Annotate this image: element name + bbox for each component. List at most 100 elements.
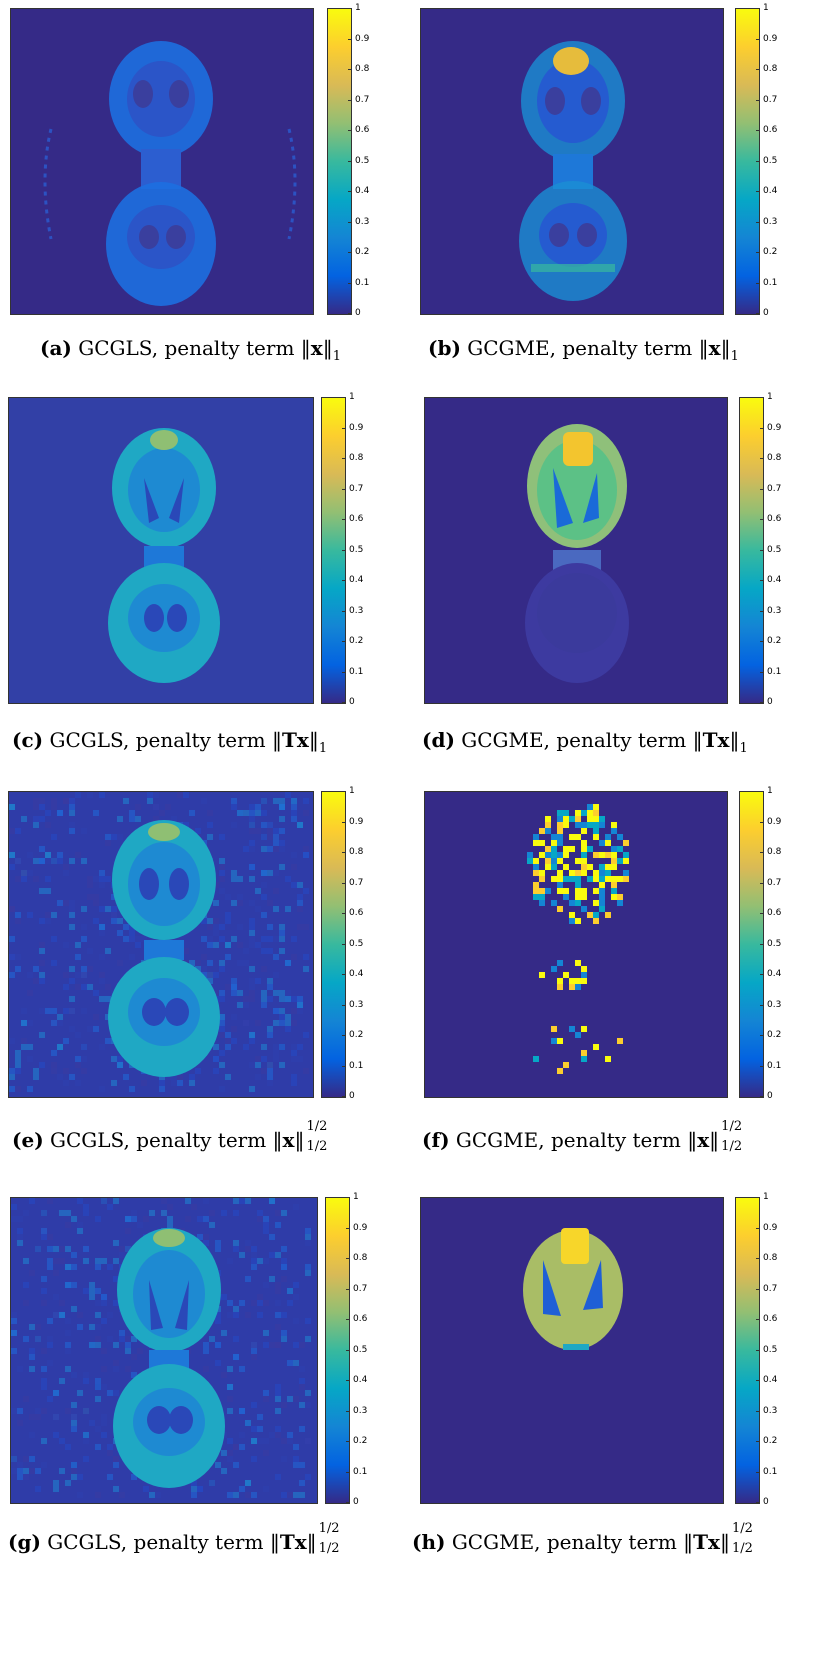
colorbar-tickmark: [342, 883, 346, 884]
colorbar-tick-label-f: 0.1: [767, 1061, 782, 1071]
colorbar-tick-label-f: 0.8: [767, 847, 782, 857]
colorbar-tick-label-e: 0: [349, 1091, 355, 1101]
colorbar-tickmark: [346, 1411, 350, 1412]
colorbar-tick-label-e: 1: [349, 786, 355, 796]
colorbar-tickmark: [348, 191, 352, 192]
colorbar-tick-label-b: 0.8: [763, 64, 778, 74]
colorbar-tick-label-d: 0.4: [767, 575, 782, 585]
caption-g: (g) GCGLS, penalty term ‖Tx‖ 1/2 1/2: [8, 1521, 340, 1556]
colorbar-tickmark: [760, 641, 764, 642]
colorbar-tick-label-c: 0.9: [349, 423, 364, 433]
colorbar-tickmark: [760, 1005, 764, 1006]
colorbar-tick-label-b: 0.1: [763, 278, 778, 288]
colorbar-tick-label-b: 0: [763, 308, 769, 318]
colorbar-tick-label-h: 0: [763, 1497, 769, 1507]
colorbar-tick-label-h: 0.4: [763, 1375, 778, 1385]
colorbar-tickmark: [346, 1380, 350, 1381]
colorbar-tick-label-a: 0.3: [355, 217, 370, 227]
colorbar-tickmark: [346, 1472, 350, 1473]
colorbar-tick-label-h: 0.9: [763, 1223, 778, 1233]
colorbar-tick-label-e: 0.9: [349, 817, 364, 827]
colorbar-tick-label-a: 0.7: [355, 95, 370, 105]
colorbar-tickmark: [348, 39, 352, 40]
colorbar-tick-label-c: 1: [349, 392, 355, 402]
colorbar-tick-label-d: 0: [767, 697, 773, 707]
colorbar-tickmark: [756, 222, 760, 223]
colorbar-tick-label-e: 0.4: [349, 969, 364, 979]
colorbar-tickmark: [756, 1319, 760, 1320]
colorbar-tickmark: [342, 791, 346, 792]
colorbar-tick-label-e: 0.6: [349, 908, 364, 918]
colorbar-tick-label-d: 0.5: [767, 545, 782, 555]
colorbar-g: [325, 1197, 350, 1504]
caption-a: (a) GCGLS, penalty term ‖x‖1: [40, 336, 341, 364]
colorbar-tick-label-h: 0.6: [763, 1314, 778, 1324]
colorbar-tickmark: [756, 1258, 760, 1259]
colorbar-tickmark: [342, 702, 346, 703]
colorbar-tick-label-h: 0.8: [763, 1253, 778, 1263]
colorbar-tick-label-h: 0.3: [763, 1406, 778, 1416]
colorbar-tick-label-d: 0.6: [767, 514, 782, 524]
colorbar-tick-label-e: 0.7: [349, 878, 364, 888]
colorbar-tick-label-e: 0.2: [349, 1030, 364, 1040]
colorbar-tick-label-f: 0.7: [767, 878, 782, 888]
colorbar-tickmark: [346, 1319, 350, 1320]
colorbar-tick-label-g: 0.6: [353, 1314, 368, 1324]
colorbar-tick-label-g: 1: [353, 1192, 359, 1202]
colorbar-tickmark: [756, 1289, 760, 1290]
colorbar-tickmark: [760, 672, 764, 673]
colorbar-tick-label-c: 0.2: [349, 636, 364, 646]
colorbar-tickmark: [760, 550, 764, 551]
colorbar-tickmark: [756, 1197, 760, 1198]
colorbar-tickmark: [760, 397, 764, 398]
colorbar-tick-label-e: 0.3: [349, 1000, 364, 1010]
colorbar-tick-label-a: 0.8: [355, 64, 370, 74]
colorbar-tick-label-f: 0.3: [767, 1000, 782, 1010]
colorbar-tick-label-d: 0.3: [767, 606, 782, 616]
colorbar-tickmark: [348, 222, 352, 223]
colorbar-tick-label-b: 0.6: [763, 125, 778, 135]
colorbar-tick-label-d: 0.1: [767, 667, 782, 677]
colorbar-tickmark: [756, 1411, 760, 1412]
colorbar-tick-label-c: 0.7: [349, 484, 364, 494]
colorbar-tickmark: [348, 283, 352, 284]
colorbar-tick-label-g: 0.8: [353, 1253, 368, 1263]
colorbar-tickmark: [756, 1441, 760, 1442]
reconstruction-image-c: [8, 397, 314, 704]
colorbar-tickmark: [756, 252, 760, 253]
colorbar-f: [739, 791, 764, 1098]
caption-c: (c) GCGLS, penalty term ‖Tx‖1: [12, 728, 328, 756]
colorbar-tick-label-a: 1: [355, 3, 361, 13]
colorbar-tickmark: [346, 1289, 350, 1290]
reconstruction-image-a: [10, 8, 314, 315]
colorbar-tickmark: [348, 8, 352, 9]
colorbar-tick-label-c: 0.5: [349, 545, 364, 555]
colorbar-tickmark: [756, 69, 760, 70]
colorbar-tickmark: [760, 428, 764, 429]
colorbar-tick-label-e: 0.5: [349, 939, 364, 949]
colorbar-tickmark: [756, 191, 760, 192]
colorbar-tickmark: [342, 1005, 346, 1006]
colorbar-tick-label-h: 1: [763, 1192, 769, 1202]
colorbar-tickmark: [756, 1380, 760, 1381]
caption-f: (f) GCGME, penalty term ‖x‖ 1/2 1/2: [422, 1119, 743, 1154]
colorbar-tickmark: [342, 852, 346, 853]
colorbar-tickmark: [760, 1035, 764, 1036]
colorbar-tickmark: [342, 1066, 346, 1067]
colorbar-tickmark: [346, 1258, 350, 1259]
colorbar-tickmark: [346, 1197, 350, 1198]
colorbar-tickmark: [760, 519, 764, 520]
colorbar-tick-label-d: 0.8: [767, 453, 782, 463]
colorbar-tick-label-a: 0.1: [355, 278, 370, 288]
colorbar-tickmark: [348, 161, 352, 162]
colorbar-tickmark: [348, 252, 352, 253]
colorbar-tick-label-g: 0.9: [353, 1223, 368, 1233]
caption-b: (b) GCGME, penalty term ‖x‖1: [428, 336, 739, 364]
colorbar-tickmark: [760, 458, 764, 459]
caption-e: (e) GCGLS, penalty term ‖x‖ 1/2 1/2: [12, 1119, 328, 1154]
colorbar-tickmark: [342, 944, 346, 945]
colorbar-tickmark: [756, 130, 760, 131]
reconstruction-image-e: [8, 791, 314, 1098]
colorbar-tickmark: [342, 428, 346, 429]
reconstruction-image-g: [10, 1197, 318, 1504]
